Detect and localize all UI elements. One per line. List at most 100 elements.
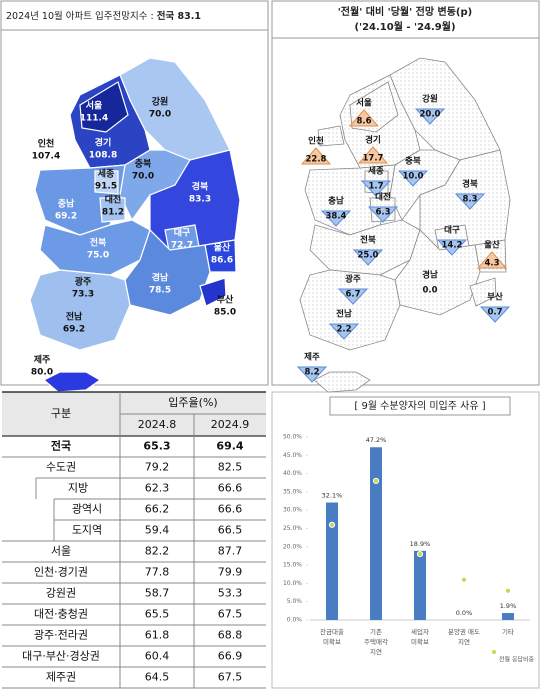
table-cell: 66.6 [218, 482, 243, 495]
region-name: 전북 [360, 235, 376, 246]
up-triangle [357, 146, 389, 164]
chart-title: [ 9월 수분양자의 미입주 사유 ] [354, 399, 485, 412]
region-value: 38.4 [326, 212, 347, 222]
y-tick-label: 5.0% [287, 598, 303, 605]
region-name: 부산 [217, 294, 234, 306]
region-value: 70.0 [132, 172, 154, 182]
y-tick-label: 50.0% [283, 434, 302, 441]
region-value: 2.2 [336, 325, 351, 335]
table-cell: 67.5 [218, 671, 243, 684]
table-cell: 79.9 [218, 566, 243, 579]
table-header: 구분 [51, 407, 71, 420]
table-cell: 79.2 [145, 461, 170, 474]
table-cell: 서울 [51, 545, 71, 558]
x-tick-label: 미확보 [411, 637, 429, 646]
region-name: 대전 [105, 194, 122, 206]
region [29, 269, 131, 351]
down-triangle [436, 239, 468, 256]
down-triangle [337, 288, 369, 305]
region-name: 대전 [375, 192, 391, 203]
region-value: 69.2 [63, 325, 85, 335]
region-value: 22.8 [306, 155, 327, 165]
left-title: 2024년 10월 아파트 입주전망지수 : 전국 83.1 [6, 10, 201, 22]
region-value: 91.5 [95, 182, 117, 192]
table-cell: 인천·경기권 [34, 565, 88, 579]
region-name: 경기 [95, 137, 112, 149]
region [317, 125, 345, 147]
region-value: 6.3 [375, 208, 390, 218]
region-name: 전남 [66, 311, 83, 323]
region-name: 충북 [135, 158, 152, 170]
down-triangle [414, 108, 446, 125]
region-name: 세종 [98, 168, 115, 180]
down-triangle [352, 249, 384, 266]
region-name: 경북 [462, 179, 478, 190]
down-triangle [367, 206, 399, 223]
region-value: 8.3 [462, 195, 477, 205]
up-triangle [476, 251, 508, 269]
region-name: 경북 [192, 181, 209, 193]
prev-dot [504, 587, 512, 594]
table-cell: 60.4 [145, 650, 170, 663]
value-label: 0.0% [456, 609, 473, 617]
region-name: 충남 [328, 196, 344, 207]
bar [326, 502, 338, 620]
table-cell: 지방 [68, 482, 88, 495]
table-cell: 61.8 [145, 629, 170, 642]
region [94, 170, 119, 195]
region-value: 72.7 [171, 241, 193, 251]
region [47, 125, 75, 147]
y-tick-label: 15.0% [283, 562, 302, 569]
table-header: 2024.9 [211, 418, 250, 431]
x-tick-label: 잔금대출 [320, 627, 344, 636]
bar [414, 550, 426, 620]
y-tick-label: 45.0% [283, 452, 302, 459]
left-panel [0, 0, 269, 386]
table-cell: 67.5 [218, 608, 243, 621]
y-tick-label: 10.0% [283, 580, 302, 587]
y-tick-label: 20.0% [283, 543, 302, 550]
region-name: 강원 [422, 94, 438, 105]
table-cell: 광역시 [72, 503, 102, 516]
y-tick-label: 30.0% [283, 507, 302, 514]
table-cell: 수도권 [46, 461, 76, 474]
down-triangle [360, 180, 392, 197]
chart-panel [271, 391, 540, 689]
region [99, 197, 126, 223]
region [299, 269, 401, 351]
value-label: 32.1% [322, 492, 343, 500]
value-label: 1.9% [500, 602, 517, 610]
x-tick-label: 주택매각 [364, 637, 388, 646]
table-cell: 65.3 [143, 440, 170, 453]
bar [370, 447, 382, 620]
table-cell: 도지역 [72, 524, 102, 537]
right-title: '전월' 대비 '당월' 전망 변동(p) [338, 5, 472, 18]
region-value: 70.0 [149, 110, 171, 120]
x-tick-label: 지연 [370, 647, 382, 656]
table-cell: 대전·충청권 [34, 608, 88, 621]
down-triangle [320, 210, 352, 227]
region-name: 세종 [368, 166, 384, 177]
region-value: 8.2 [304, 368, 319, 378]
region-name: 경기 [365, 135, 381, 146]
table-cell: 77.8 [145, 566, 170, 579]
region-value: 20.0 [420, 110, 441, 120]
table-cell: 82.5 [218, 461, 243, 474]
up-triangle [348, 109, 380, 127]
x-tick-label: 기타 [502, 627, 514, 636]
region-value: 1.7 [368, 182, 383, 192]
region-name: 광주 [75, 276, 92, 288]
region-value: 75.0 [87, 251, 109, 261]
region-name: 충남 [58, 198, 75, 210]
region-value: 0.7 [487, 308, 502, 318]
region-name: 전남 [336, 309, 352, 320]
table-cell: 66.6 [218, 503, 243, 516]
table-cell: 66.9 [218, 650, 243, 663]
region-name: 부산 [487, 292, 503, 303]
prev-dot [416, 551, 424, 558]
region-value: 4.3 [484, 259, 499, 269]
region [79, 81, 129, 133]
region-name: 전북 [90, 237, 107, 249]
table-cell: 강원권 [46, 587, 76, 600]
table-header: 입주율(%) [168, 396, 217, 409]
